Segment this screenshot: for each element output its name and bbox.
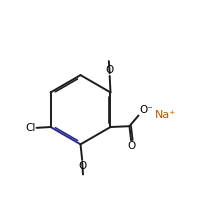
Text: O: O xyxy=(127,141,135,151)
Text: O: O xyxy=(106,65,114,75)
Text: Na⁺: Na⁺ xyxy=(155,110,176,120)
Text: O⁻: O⁻ xyxy=(139,105,153,115)
Text: Cl: Cl xyxy=(26,123,36,133)
Text: O: O xyxy=(78,161,86,171)
